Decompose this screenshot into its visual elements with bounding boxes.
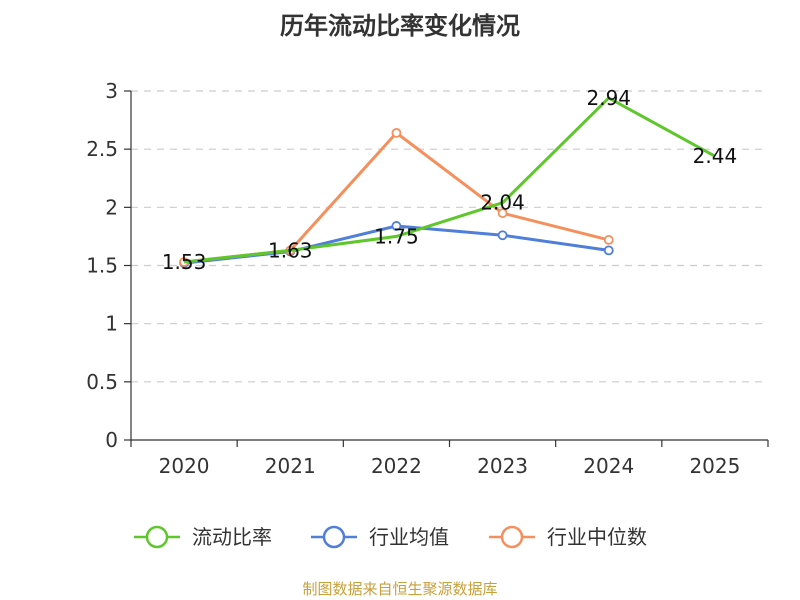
legend-marker-icon bbox=[145, 525, 169, 549]
y-tick-label: 2.5 bbox=[86, 137, 118, 161]
grid-lines bbox=[131, 90, 768, 383]
legend-label: 流动比率 bbox=[192, 525, 272, 549]
y-tick-label: 0 bbox=[105, 428, 118, 452]
legend-item-2[interactable]: 行业中位数 bbox=[489, 525, 647, 549]
x-tick-label: 2022 bbox=[371, 454, 422, 478]
data-labels: 1.53 1.63 1.75 2.04 2.94 2.44 bbox=[162, 86, 737, 274]
chart-title: 历年流动比率变化情况 bbox=[280, 12, 520, 40]
x-tick-label: 2020 bbox=[159, 454, 210, 478]
data-point bbox=[391, 221, 402, 231]
legend-marker-icon bbox=[322, 525, 346, 549]
data-label: 1.63 bbox=[268, 238, 313, 262]
data-point bbox=[497, 230, 508, 241]
y-tick-label: 1.5 bbox=[86, 254, 118, 278]
series-lines bbox=[179, 96, 716, 269]
y-tick-label: 0.5 bbox=[86, 370, 118, 394]
legend[interactable]: 流动比率 行业均值 行业中位数 bbox=[134, 525, 647, 549]
legend-label: 行业中位数 bbox=[547, 525, 647, 549]
y-tick-label: 1 bbox=[105, 312, 118, 336]
data-point bbox=[497, 208, 508, 219]
axes: 0 0.5 1 1.5 2 2.5 3 2020 2021 2022 2023 2024 2025 bbox=[86, 79, 769, 478]
data-label: 2.44 bbox=[693, 144, 738, 168]
data-label: 2.94 bbox=[586, 86, 631, 110]
legend-marker-icon bbox=[500, 525, 524, 549]
data-label: 2.04 bbox=[480, 191, 525, 215]
source-note: 制图数据来自恒生聚源数据库 bbox=[302, 580, 498, 598]
x-tick-label: 2023 bbox=[477, 454, 528, 478]
data-point bbox=[391, 127, 402, 138]
legend-item-1[interactable]: 行业均值 bbox=[311, 525, 449, 549]
y-tick-label: 3 bbox=[105, 79, 118, 103]
legend-label: 行业均值 bbox=[369, 525, 449, 549]
y-tick-label: 2 bbox=[105, 195, 118, 219]
data-point bbox=[603, 245, 614, 256]
series-line-0 bbox=[183, 96, 716, 264]
data-label: 1.53 bbox=[162, 250, 207, 274]
data-label: 1.75 bbox=[374, 224, 419, 248]
x-tick-label: 2024 bbox=[583, 454, 634, 478]
x-tick-label: 2021 bbox=[265, 454, 316, 478]
x-tick-label: 2025 bbox=[689, 454, 740, 478]
legend-item-0[interactable]: 流动比率 bbox=[134, 525, 272, 549]
data-point bbox=[603, 235, 614, 245]
